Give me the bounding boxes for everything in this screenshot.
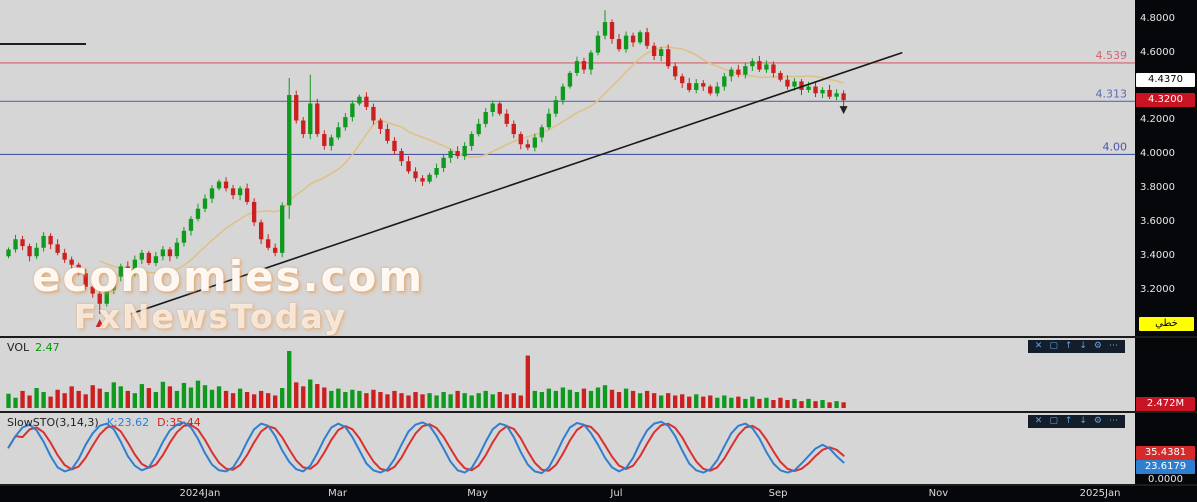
stochastic-k-value: K:23.62 — [106, 416, 150, 429]
price-panel: 4.539 4.313 4.00 economies.com FxNewsToday — [0, 0, 1135, 336]
time-axis-label: Jul — [610, 488, 623, 499]
time-axis[interactable]: 2024Jan Mar May Jul Sep Nov 2025Jan — [0, 486, 1197, 502]
settings-icon[interactable]: ⚙ — [1093, 341, 1102, 351]
price-tick: 3.2000 — [1140, 284, 1175, 296]
volume-toolbar: ✕ ▢ ↑ ↓ ⚙ ⋯ — [1027, 340, 1125, 353]
stochastic-min-label: 0.0000 — [1148, 474, 1183, 485]
horizontal-drawing-segment[interactable] — [0, 43, 86, 45]
settings-icon[interactable]: ⚙ — [1093, 416, 1102, 426]
price-tick: 4.0000 — [1140, 148, 1175, 160]
move-down-icon[interactable]: ↓ — [1079, 341, 1087, 351]
level-label: 4.00 — [1103, 140, 1128, 153]
move-up-icon[interactable]: ↑ — [1064, 416, 1073, 426]
price-tick: 3.6000 — [1140, 216, 1175, 228]
stochastic-panel: SlowSTO(3,14,3) K:23.62 D:35.44 ✕ ▢ ↑ ↓ ⚙ … — [0, 413, 1135, 484]
volume-chart-canvas[interactable] — [0, 338, 1135, 411]
time-axis-label: 2025Jan — [1079, 488, 1121, 499]
stochastic-d-value: D:35.44 — [157, 416, 201, 429]
level-label: 4.539 — [1096, 49, 1128, 62]
down-arrow-marker — [839, 106, 848, 115]
stochastic-toolbar: ✕ ▢ ↑ ↓ ⚙ ⋯ — [1027, 415, 1125, 428]
stochastic-title: SlowSTO(3,14,3) — [7, 416, 99, 429]
more-icon[interactable]: ⋯ — [1109, 341, 1118, 351]
time-axis-label: Nov — [928, 488, 949, 499]
volume-title: VOL — [7, 341, 30, 354]
price-tick: 3.8000 — [1140, 182, 1175, 194]
price-tick: 3.4000 — [1140, 250, 1175, 262]
time-axis-label: May — [467, 488, 488, 499]
more-icon[interactable]: ⋯ — [1109, 416, 1118, 426]
time-axis-label: 2024Jan — [179, 488, 221, 499]
price-tick: 4.8000 — [1140, 12, 1175, 24]
stochastic-header: SlowSTO(3,14,3) K:23.62 D:35.44 — [7, 416, 201, 429]
price-tick: 4.6000 — [1140, 46, 1175, 58]
panel-separator — [0, 484, 1197, 486]
close-icon[interactable]: ✕ — [1034, 416, 1043, 426]
stochastic-d-badge: 35.4381 — [1136, 446, 1195, 460]
last-price-box: 4.3200 — [1136, 93, 1195, 108]
level-label: 4.313 — [1096, 87, 1128, 100]
move-down-icon[interactable]: ↓ — [1079, 416, 1087, 426]
ma-price-box: 4.4370 — [1136, 73, 1195, 88]
stochastic-k-badge: 23.6179 — [1136, 460, 1195, 474]
price-tick: 4.2000 — [1140, 114, 1175, 126]
time-axis-label: Mar — [328, 488, 347, 499]
volume-panel: VOL 2.47 ✕ ▢ ↑ ↓ ⚙ ⋯ — [0, 338, 1135, 411]
price-chart-canvas[interactable]: 4.539 4.313 4.00 — [0, 0, 1135, 336]
panel-separator[interactable] — [0, 336, 1197, 338]
panel-separator[interactable] — [0, 411, 1197, 413]
maximize-icon[interactable]: ▢ — [1049, 416, 1058, 426]
close-icon[interactable]: ✕ — [1034, 341, 1043, 351]
scale-type-button[interactable]: خطي — [1139, 317, 1194, 331]
volume-value-badge: 2.472M — [1136, 397, 1195, 411]
volume-value: 2.47 — [35, 341, 60, 354]
maximize-icon[interactable]: ▢ — [1049, 341, 1058, 351]
stochastic-chart-canvas[interactable] — [0, 413, 1135, 484]
price-axis[interactable]: 4.8000 4.6000 4.2000 4.0000 3.8000 3.6000 3.40… — [1135, 0, 1197, 486]
move-up-icon[interactable]: ↑ — [1064, 341, 1073, 351]
up-arrow-marker — [95, 318, 104, 327]
time-axis-label: Sep — [768, 488, 788, 499]
volume-header: VOL 2.47 — [7, 341, 60, 354]
